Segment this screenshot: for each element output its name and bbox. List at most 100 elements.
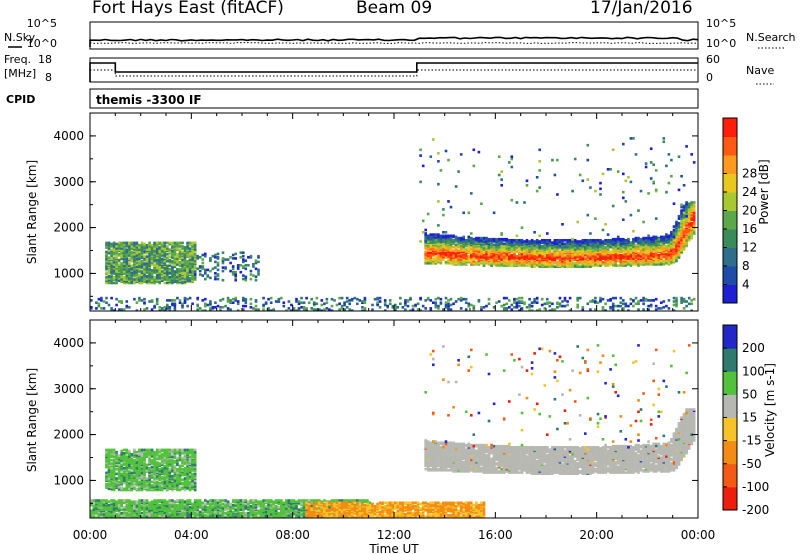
- range-gate-cell: [576, 306, 579, 309]
- range-gate-cell: [525, 255, 529, 258]
- range-gate-cell: [632, 304, 635, 308]
- range-gate-cell: [530, 304, 534, 308]
- range-gate-cell: [662, 300, 666, 303]
- range-gate-cell: [505, 252, 509, 256]
- range-gate-cell: [236, 302, 240, 306]
- range-gate-cell: [624, 304, 628, 308]
- range-gate-cell: [680, 243, 683, 247]
- range-gate-cell: [183, 273, 187, 277]
- range-gate-cell: [163, 466, 167, 470]
- range-gate-cell: [475, 260, 478, 264]
- range-gate-cell: [692, 208, 696, 211]
- range-gate-cell: [604, 256, 607, 259]
- range-gate-cell: [404, 308, 407, 311]
- range-gate-cell: [105, 275, 108, 279]
- range-gate-cell: [558, 302, 562, 306]
- range-gate-cell: [105, 485, 108, 488]
- range-gate-cell: [209, 276, 212, 280]
- range-gate-cell: [690, 309, 693, 311]
- range-gate-cell: [561, 304, 564, 308]
- range-gate-cell: [234, 252, 237, 256]
- range-gate-cell: [444, 149, 448, 153]
- range-gate-cell: [606, 168, 610, 171]
- range-gate-cell: [591, 251, 595, 255]
- range-gate-cell: [158, 241, 161, 245]
- range-gate-cell: [122, 448, 126, 452]
- range-gate-cell: [155, 450, 159, 454]
- range-gate-cell: [229, 269, 232, 273]
- range-gate-cell: [330, 297, 334, 301]
- range-gate-cell: [687, 232, 691, 235]
- range-gate-cell: [546, 256, 549, 259]
- range-gate-cell: [343, 303, 346, 307]
- range-gate-cell: [249, 254, 253, 258]
- range-gate-cell: [163, 480, 167, 484]
- range-gate-cell: [163, 248, 167, 251]
- range-gate-cell: [573, 262, 577, 265]
- range-gate-cell: [459, 236, 463, 240]
- range-gate-cell: [538, 169, 541, 172]
- range-gate-cell: [437, 242, 440, 246]
- range-gate-cell: [138, 246, 141, 249]
- range-gate-cell: [614, 258, 617, 262]
- range-gate-cell: [198, 269, 202, 273]
- range-gate-cell: [401, 306, 405, 309]
- range-gate-cell: [652, 255, 655, 258]
- range-gate-cell: [520, 250, 524, 254]
- range-gate-cell: [682, 300, 686, 303]
- range-gate-cell: [601, 260, 605, 264]
- range-gate-cell: [672, 309, 676, 311]
- range-gate-cell: [122, 458, 126, 462]
- range-gate-cell: [130, 258, 134, 262]
- range-gate-cell: [576, 253, 579, 257]
- colorbar-swatch: [723, 173, 737, 193]
- range-gate-cell: [168, 275, 172, 279]
- range-gate-cell: [452, 249, 455, 252]
- range-gate-cell: [115, 280, 118, 284]
- range-gate-cell: [160, 476, 164, 479]
- range-gate-cell: [581, 241, 585, 244]
- range-gate-cell: [654, 217, 658, 220]
- range-gate-cell: [163, 464, 167, 468]
- range-gate-cell: [166, 245, 169, 248]
- range-gate-cell: [480, 202, 483, 205]
- range-gate-cell: [153, 479, 156, 483]
- range-gate-cell: [343, 308, 346, 311]
- range-gate-cell: [634, 247, 638, 250]
- range-gate-cell: [690, 217, 693, 220]
- range-gate-cell: [429, 256, 433, 259]
- range-gate-cell: [183, 296, 187, 300]
- range-gate-cell: [214, 266, 217, 269]
- range-gate-cell: [475, 255, 478, 258]
- range-gate-cell: [584, 241, 587, 244]
- range-gate-cell: [692, 231, 696, 234]
- range-gate-cell: [665, 257, 668, 260]
- range-gate-cell: [186, 272, 189, 275]
- range-gate-cell: [188, 279, 192, 282]
- range-gate-cell: [500, 241, 503, 244]
- range-gate-cell: [391, 304, 395, 308]
- range-gate-cell: [128, 241, 131, 245]
- range-gate-cell: [133, 481, 136, 485]
- range-gate-cell: [135, 263, 139, 266]
- range-gate-cell: [186, 245, 189, 248]
- range-gate-cell: [665, 190, 668, 194]
- range-gate-cell: [437, 224, 440, 227]
- range-gate-cell: [242, 254, 245, 258]
- range-gate-cell: [120, 463, 123, 467]
- range-gate-cell: [538, 253, 541, 257]
- range-gate-cell: [682, 237, 686, 241]
- range-gate-cell: [644, 256, 648, 259]
- range-gate-cell: [599, 299, 602, 302]
- range-gate-cell: [105, 263, 108, 266]
- range-gate-cell: [680, 217, 683, 220]
- range-gate-cell: [277, 297, 281, 301]
- range-gate-cell: [685, 304, 688, 308]
- range-gate-cell: [680, 205, 683, 209]
- range-gate-cell: [622, 190, 625, 194]
- range-gate-cell: [196, 267, 199, 271]
- range-gate-cell: [675, 301, 678, 304]
- range-gate-cell: [571, 237, 574, 241]
- range-gate-cell: [110, 474, 113, 478]
